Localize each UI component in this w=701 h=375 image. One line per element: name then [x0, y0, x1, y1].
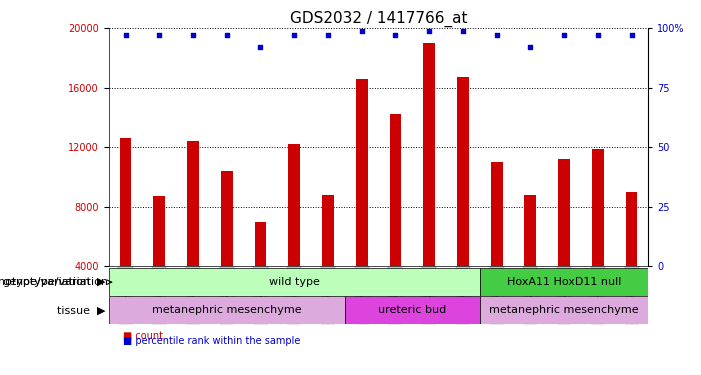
Bar	[558, 159, 570, 266]
Bar	[479, 296, 648, 324]
Bar	[322, 195, 334, 266]
Text: genotype/variation  ▶: genotype/variation ▶	[0, 277, 105, 287]
Point	[120, 32, 131, 38]
Bar	[109, 268, 479, 296]
Text: ureteric bud: ureteric bud	[378, 305, 447, 315]
Text: ■ count: ■ count	[123, 331, 163, 340]
Text: HoxA11 HoxD11 null: HoxA11 HoxD11 null	[507, 277, 621, 287]
Text: ■ percentile rank within the sample: ■ percentile rank within the sample	[123, 336, 300, 346]
Bar	[254, 222, 266, 266]
Text: tissue  ▶: tissue ▶	[57, 305, 105, 315]
Bar	[221, 171, 233, 266]
Point	[423, 27, 435, 33]
Bar	[120, 138, 131, 266]
Point	[457, 27, 468, 33]
Bar	[109, 296, 345, 324]
Point	[322, 32, 334, 38]
Point	[255, 44, 266, 50]
Bar	[390, 114, 401, 266]
Point	[525, 44, 536, 50]
Point	[221, 32, 232, 38]
Point	[559, 32, 570, 38]
Bar	[491, 162, 503, 266]
Text: metanephric mesenchyme: metanephric mesenchyme	[489, 305, 639, 315]
Bar	[626, 192, 637, 266]
Bar	[288, 144, 300, 266]
Title: GDS2032 / 1417766_at: GDS2032 / 1417766_at	[290, 10, 468, 27]
Bar	[345, 296, 479, 324]
Point	[626, 32, 637, 38]
Point	[289, 32, 300, 38]
Point	[154, 32, 165, 38]
Bar	[356, 79, 367, 266]
Bar	[423, 43, 435, 266]
Text: genotype/variation: genotype/variation	[3, 277, 109, 287]
Point	[592, 32, 604, 38]
Point	[491, 32, 502, 38]
Bar	[592, 148, 604, 266]
Bar	[479, 268, 648, 296]
Bar	[154, 196, 165, 266]
Point	[356, 27, 367, 33]
Point	[187, 32, 198, 38]
Point	[390, 32, 401, 38]
Bar	[187, 141, 199, 266]
Bar	[457, 77, 469, 266]
Bar	[524, 195, 536, 266]
Text: wild type: wild type	[268, 277, 320, 287]
Text: metanephric mesenchyme: metanephric mesenchyme	[152, 305, 301, 315]
